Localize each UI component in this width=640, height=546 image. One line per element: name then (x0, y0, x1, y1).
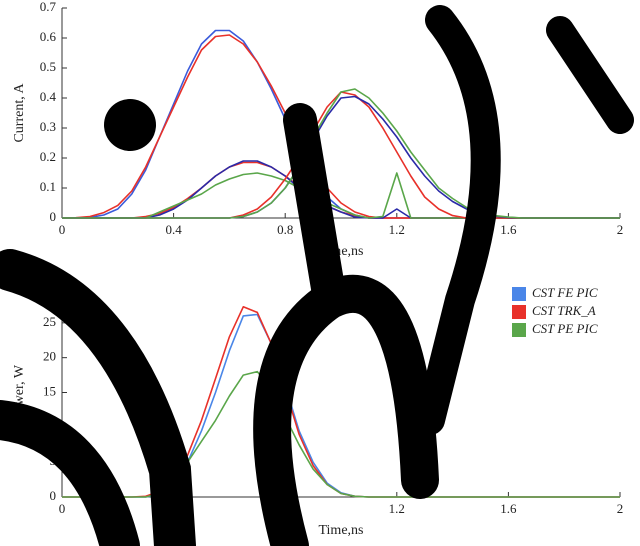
x-tick-label: 1.2 (389, 501, 405, 516)
y-tick-label: 0.5 (40, 59, 56, 74)
overlay-strokes (0, 5, 634, 546)
y-tick-label: 0.6 (40, 29, 57, 44)
legend-label: CST PE PIC (532, 321, 598, 336)
legend-swatch (512, 305, 526, 319)
x-axis-title: Time,ns (318, 523, 363, 538)
y-tick-label: 25 (43, 314, 56, 329)
x-tick-label: 1.6 (500, 501, 517, 516)
overlay-stroke (415, 5, 501, 435)
x-tick-label: 0 (59, 501, 66, 516)
series-line (62, 88, 620, 219)
legend-swatch (512, 287, 526, 301)
y-tick-label: 20 (43, 349, 56, 364)
x-tick-label: 0.4 (165, 222, 182, 237)
y-axis-title: Current, A (12, 83, 27, 143)
overlay-stroke (283, 103, 347, 317)
overlay-dot (104, 99, 156, 151)
y-tick-label: 0 (50, 488, 57, 503)
y-tick-label: 0.3 (40, 119, 56, 134)
overlay-stroke (0, 400, 140, 546)
legend-swatch (512, 323, 526, 337)
x-tick-label: 1.2 (389, 222, 405, 237)
y-tick-label: 0.7 (40, 0, 57, 14)
x-tick-label: 2 (617, 501, 624, 516)
legend-label: CST FE PIC (532, 285, 598, 300)
y-tick-label: 0.2 (40, 149, 56, 164)
y-tick-label: 0.1 (40, 179, 56, 194)
overlay-stroke (546, 16, 634, 134)
overlay-stroke (0, 249, 196, 546)
x-tick-label: 2 (617, 222, 624, 237)
y-tick-label: 0 (50, 209, 57, 224)
legend-label: CST TRK_A (532, 303, 596, 318)
x-tick-label: 1.6 (500, 222, 517, 237)
legend: CST FE PIC CST TRK_A CST PE PIC (512, 285, 598, 337)
y-tick-label: 0.4 (40, 89, 57, 104)
y-tick-label: 15 (43, 383, 56, 398)
x-tick-label: 0.8 (277, 222, 293, 237)
x-tick-label: 0 (59, 222, 66, 237)
